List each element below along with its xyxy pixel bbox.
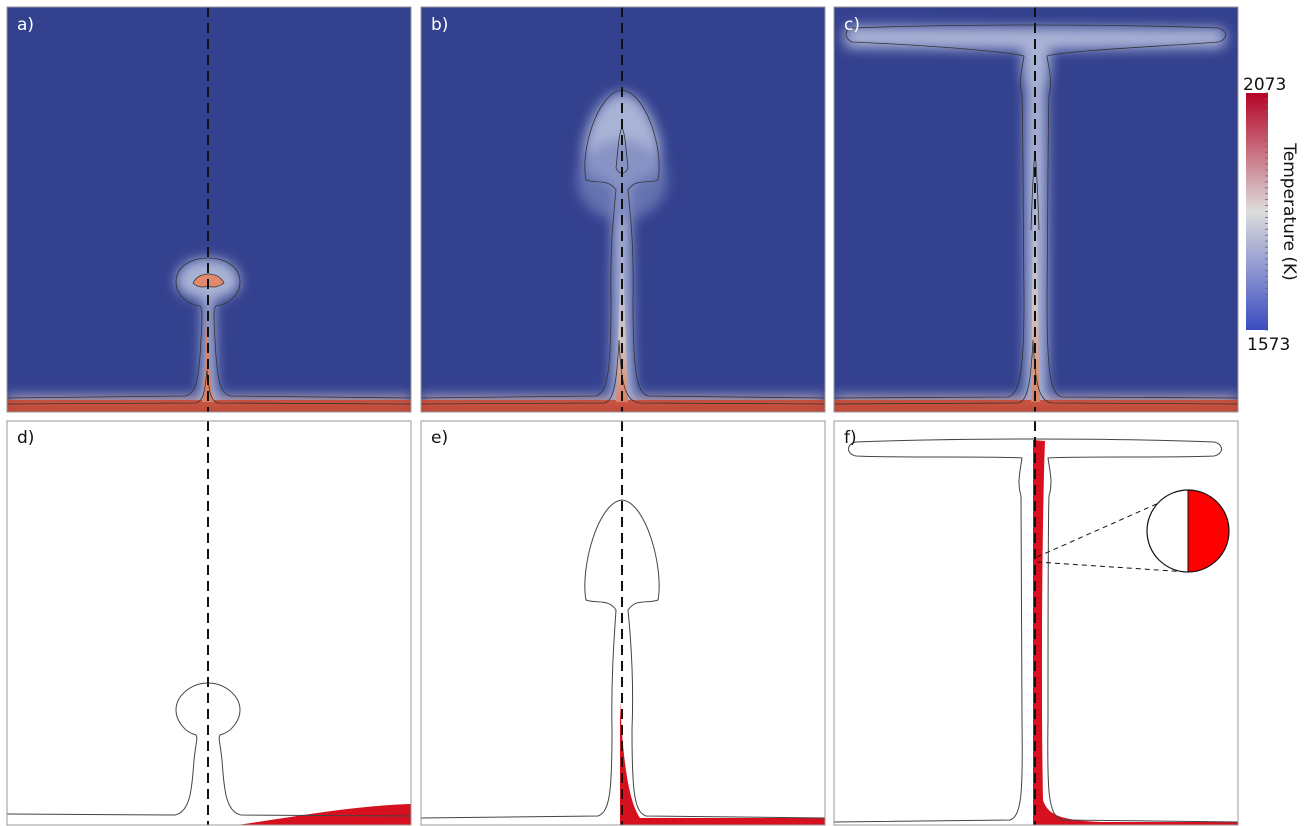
panel-b: b) bbox=[421, 7, 825, 412]
material-region-d bbox=[236, 804, 411, 825]
colorbar: 2073 1573 Temperature (K) bbox=[1243, 75, 1299, 355]
zoom-inset bbox=[1146, 489, 1230, 573]
panel-d: d) bbox=[7, 421, 411, 825]
panel-label-f: f) bbox=[844, 428, 857, 448]
panel-f: f) bbox=[834, 421, 1238, 825]
colorbar-gradient bbox=[1246, 93, 1268, 330]
panel-label-b: b) bbox=[431, 15, 448, 35]
panel-c: c) bbox=[834, 7, 1238, 412]
panel-label-e: e) bbox=[431, 428, 448, 448]
colorbar-min-label: 1573 bbox=[1247, 335, 1290, 355]
colorbar-max-label: 2073 bbox=[1243, 75, 1286, 95]
panel-a: a) bbox=[7, 7, 411, 412]
panel-label-d: d) bbox=[17, 428, 34, 448]
colorbar-title: Temperature (K) bbox=[1279, 142, 1299, 281]
panel-label-a: a) bbox=[17, 15, 34, 35]
panel-label-c: c) bbox=[844, 15, 860, 35]
panel-e: e) bbox=[421, 421, 825, 825]
zoom-guide-lower bbox=[1036, 561, 1189, 573]
